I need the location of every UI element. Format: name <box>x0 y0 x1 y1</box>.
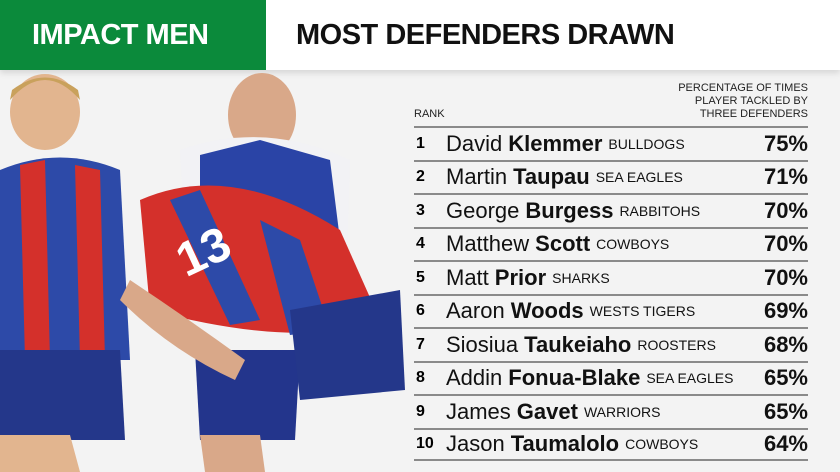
first-name: James <box>446 398 511 424</box>
percentage-value: 65% <box>763 365 808 391</box>
first-name: George <box>446 197 520 223</box>
table-row: 1 David Klemmer BULLDOGS 75% <box>414 126 808 160</box>
table-row: 5 Matt Prior SHARKS 70% <box>414 260 808 294</box>
percentage-value: 71% <box>763 164 808 190</box>
team-name: COWBOYS <box>596 236 670 253</box>
last-name: Taupau <box>513 164 590 190</box>
rank-cell: 4 <box>416 235 425 253</box>
rankings-table: 1 David Klemmer BULLDOGS 75% 2 Martin Taupau SEA… <box>414 126 808 461</box>
percentage-header-line: PLAYER TACKLED BY <box>694 95 808 107</box>
table-row: 9 James Gavet WARRIORS 65% <box>414 394 808 428</box>
team-name: WARRIORS <box>583 403 661 420</box>
rank-cell: 10 <box>416 435 434 453</box>
rank-cell: 1 <box>416 134 425 152</box>
rank-cell: 2 <box>416 168 425 186</box>
percentage-value: 75% <box>763 130 808 156</box>
rank-cell: 6 <box>416 302 425 320</box>
last-name: Taumalolo <box>510 431 620 457</box>
team-name: BULLDOGS <box>608 135 685 152</box>
rank-cell: 7 <box>416 335 425 353</box>
rank-cell: 3 <box>416 201 425 219</box>
player-left <box>0 74 130 472</box>
table-row: 7 Siosiua Taukeiaho ROOSTERS 68% <box>414 327 808 361</box>
table-row: 4 Matthew Scott COWBOYS 70% <box>414 226 808 261</box>
first-name: Matthew <box>446 231 530 257</box>
percentage-header-line: PERCENTAGE OF TIMES <box>678 82 808 94</box>
first-name: David <box>446 130 503 156</box>
percentage-value: 70% <box>763 197 808 223</box>
first-name: Jason <box>446 431 505 457</box>
player-front: 13 <box>120 185 405 400</box>
last-name: Prior <box>494 264 547 290</box>
percentage-header-line: THREE DEFENDERS <box>699 108 808 120</box>
percentage-value: 69% <box>763 298 808 324</box>
table-row: 6 Aaron Woods WESTS TIGERS 69% <box>414 293 808 328</box>
rank-cell: 9 <box>416 402 425 420</box>
last-name: Klemmer <box>508 130 603 156</box>
team-name: COWBOYS <box>625 436 699 453</box>
team-name: WESTS TIGERS <box>589 303 696 320</box>
column-headers: RANK PERCENTAGE OF TIMES PLAYER TACKLED … <box>414 82 808 126</box>
rank-cell: 5 <box>416 268 425 286</box>
first-name: Martin <box>446 164 508 190</box>
percentage-value: 70% <box>763 231 808 257</box>
table-row: 10 Jason Taumalolo COWBOYS 64% <box>414 427 808 461</box>
last-name: Burgess <box>525 197 614 223</box>
rank-cell: 8 <box>416 369 425 387</box>
team-name: SEA EAGLES <box>595 169 683 186</box>
section-tag: IMPACT MEN <box>0 0 266 70</box>
table-row: 2 Martin Taupau SEA EAGLES 71% <box>414 159 808 194</box>
page-title: MOST DEFENDERS DRAWN <box>296 19 675 51</box>
percentage-value: 64% <box>763 431 808 457</box>
header-bar: IMPACT MEN MOST DEFENDERS DRAWN <box>0 0 840 70</box>
first-name: Siosiua <box>446 331 519 357</box>
team-name: SHARKS <box>552 269 610 286</box>
team-name: SEA EAGLES <box>646 370 734 387</box>
rank-header: RANK <box>414 108 445 120</box>
first-name: Matt <box>446 264 489 290</box>
first-name: Addin <box>446 365 503 391</box>
last-name: Scott <box>535 231 591 257</box>
percentage-value: 68% <box>763 331 808 357</box>
table-row: 3 George Burgess RABBITOHS 70% <box>414 193 808 227</box>
last-name: Woods <box>510 298 584 324</box>
percentage-value: 70% <box>763 264 808 290</box>
table-row: 8 Addin Fonua-Blake SEA EAGLES 65% <box>414 360 808 395</box>
team-name: RABBITOHS <box>619 202 701 219</box>
percentage-value: 65% <box>763 398 808 424</box>
percentage-header: PERCENTAGE OF TIMES PLAYER TACKLED BY TH… <box>678 82 808 121</box>
first-name: Aaron <box>446 298 505 324</box>
last-name: Gavet <box>516 398 578 424</box>
last-name: Taukeiaho <box>524 331 632 357</box>
players-tackle-photo: 13 <box>0 73 405 472</box>
team-name: ROOSTERS <box>637 336 716 353</box>
last-name: Fonua-Blake <box>508 365 641 391</box>
